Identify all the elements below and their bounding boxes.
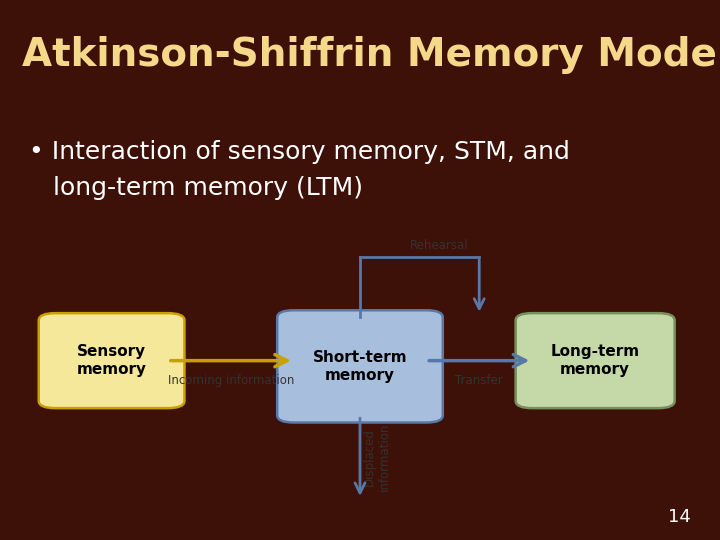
Text: Transfer: Transfer: [455, 374, 503, 387]
Text: Atkinson-Shiffrin Memory Model: Atkinson-Shiffrin Memory Model: [22, 36, 720, 74]
FancyBboxPatch shape: [516, 313, 675, 408]
Text: Short-term
memory: Short-term memory: [312, 350, 408, 383]
Text: Rehearsal: Rehearsal: [410, 239, 469, 252]
Text: Sensory
memory: Sensory memory: [76, 345, 147, 377]
FancyBboxPatch shape: [277, 310, 443, 422]
Text: • Interaction of sensory memory, STM, and: • Interaction of sensory memory, STM, an…: [29, 140, 570, 164]
Text: Displaced
information: Displaced information: [363, 423, 390, 491]
Text: long-term memory (LTM): long-term memory (LTM): [29, 176, 363, 200]
Text: Incoming information: Incoming information: [168, 374, 294, 387]
FancyBboxPatch shape: [39, 313, 184, 408]
Text: 14: 14: [668, 509, 691, 526]
Text: Long-term
memory: Long-term memory: [551, 345, 639, 377]
